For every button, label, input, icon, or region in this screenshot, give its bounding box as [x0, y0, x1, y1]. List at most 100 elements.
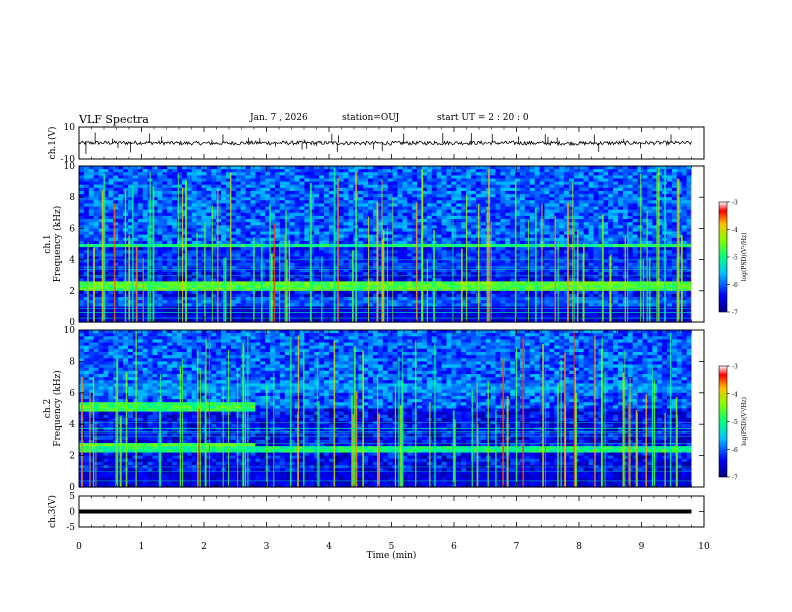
spectrogram-cell	[108, 212, 114, 217]
spectrogram-cell	[358, 318, 364, 323]
spectrogram-cell	[260, 206, 266, 211]
spectrogram-cell	[549, 169, 555, 173]
spectrogram-cell	[549, 262, 555, 267]
spectrogram-cell	[436, 262, 443, 267]
spectrogram-cell	[172, 309, 178, 314]
spectrogram-cell	[250, 203, 256, 208]
spectrogram-cell	[451, 187, 457, 192]
spectrogram-cell	[544, 275, 550, 279]
spectrogram-cell	[373, 290, 379, 295]
spectrogram-cell	[137, 172, 144, 176]
spectrogram-cell	[142, 278, 149, 282]
spectrogram-cell	[260, 172, 266, 176]
spectrogram-cell	[431, 172, 438, 176]
spectrogram-cell	[186, 209, 193, 214]
spectrogram-cell	[304, 250, 310, 254]
spectrogram-cell	[363, 215, 369, 220]
spectrogram-cell	[79, 222, 85, 226]
spectrogram-cell	[363, 265, 369, 270]
spectrogram-cell	[363, 184, 369, 189]
spectrogram-cell	[240, 312, 247, 317]
spectrogram-cell	[456, 194, 462, 198]
spectrogram-cell	[279, 306, 286, 311]
spectrogram-cell	[98, 231, 105, 236]
spectrogram-cell	[206, 290, 212, 295]
spectrogram-cell	[132, 181, 139, 186]
spectrogram-cell	[328, 194, 335, 198]
spectrogram-cell	[422, 166, 428, 170]
spectrogram-cell	[152, 225, 158, 229]
spectrogram-cell	[451, 191, 457, 195]
spectrogram-cell	[206, 269, 212, 273]
spectrogram-cell	[368, 234, 374, 239]
spectrogram-cell	[265, 250, 271, 254]
spectrogram-cell	[157, 240, 163, 245]
spectrogram-cell	[88, 184, 95, 189]
spectrogram-cell	[461, 237, 467, 242]
spectrogram-cell	[132, 312, 139, 317]
spectrogram-cell	[93, 228, 100, 233]
spectrogram-cell	[88, 203, 95, 208]
spectrogram-cell	[510, 194, 516, 198]
spectrogram-cell	[260, 293, 266, 298]
spectrogram-cell	[392, 219, 399, 223]
spectrogram-cell	[93, 200, 100, 204]
spectrogram-cell	[343, 169, 350, 173]
spectrogram-cell	[206, 175, 212, 180]
spectrogram-cell	[333, 225, 340, 229]
spectrogram-cell	[123, 178, 129, 183]
spectrogram-cell	[118, 206, 124, 211]
spectrogram-cell	[358, 203, 364, 208]
spectrogram-cell	[235, 175, 242, 180]
spectrogram-cell	[309, 253, 315, 258]
spectrogram-cell	[181, 194, 188, 198]
spectrogram-cell	[83, 178, 90, 183]
spectrogram-cell	[417, 197, 423, 201]
spectrogram-cell	[275, 222, 281, 226]
spectrogram-cell	[534, 200, 541, 204]
spectrogram-cell	[368, 212, 374, 217]
spectrogram-cell	[279, 293, 286, 298]
spectrogram-cell	[402, 178, 408, 183]
spectrogram-cell	[265, 306, 271, 311]
spectrogram-cell	[108, 309, 114, 314]
spectrogram-cell	[216, 256, 222, 261]
spectrogram-cell	[446, 212, 452, 217]
spectrogram-cell	[397, 187, 403, 192]
spectrogram-cell	[108, 265, 114, 270]
spectrogram-cell	[402, 262, 408, 267]
spectrogram-cell	[230, 222, 237, 226]
spectrogram-cell	[451, 184, 457, 189]
spectrogram-cell	[451, 203, 457, 208]
spectrogram-cell	[510, 166, 516, 170]
spectrogram-cell	[260, 253, 266, 258]
spectrogram-cell	[495, 172, 501, 176]
spectrogram-cell	[456, 237, 462, 242]
spectrogram-cell	[191, 272, 198, 276]
spectrogram-cell	[289, 203, 296, 208]
spectrogram-cell	[461, 231, 467, 236]
spectrogram-cell	[177, 303, 183, 307]
spectrogram-cell	[255, 187, 261, 192]
spectrogram-cell	[495, 256, 501, 261]
spectrogram-cell	[534, 247, 541, 251]
spectrogram-cell	[363, 175, 369, 180]
spectrogram-cell	[314, 200, 320, 204]
spectrogram-cell	[152, 290, 158, 295]
spectrogram-cell	[524, 184, 531, 189]
spectrogram-cell	[324, 225, 330, 229]
spectrogram-cell	[255, 197, 261, 201]
spectrogram-cell	[279, 219, 286, 223]
spectrogram-cell	[196, 293, 203, 298]
spectrogram-cell	[255, 297, 261, 301]
spectrogram-cell	[309, 206, 315, 211]
spectrogram-cell	[524, 262, 531, 267]
spectrogram-cell	[83, 234, 90, 239]
spectrogram-cell	[142, 237, 149, 242]
spectrogram-cell	[113, 197, 119, 201]
spectrogram-cell	[279, 169, 286, 173]
spectrogram-cell	[397, 178, 403, 183]
spectrogram-cell	[245, 212, 252, 217]
spectrogram-cell	[368, 272, 374, 276]
spectrogram-cell	[108, 200, 114, 204]
